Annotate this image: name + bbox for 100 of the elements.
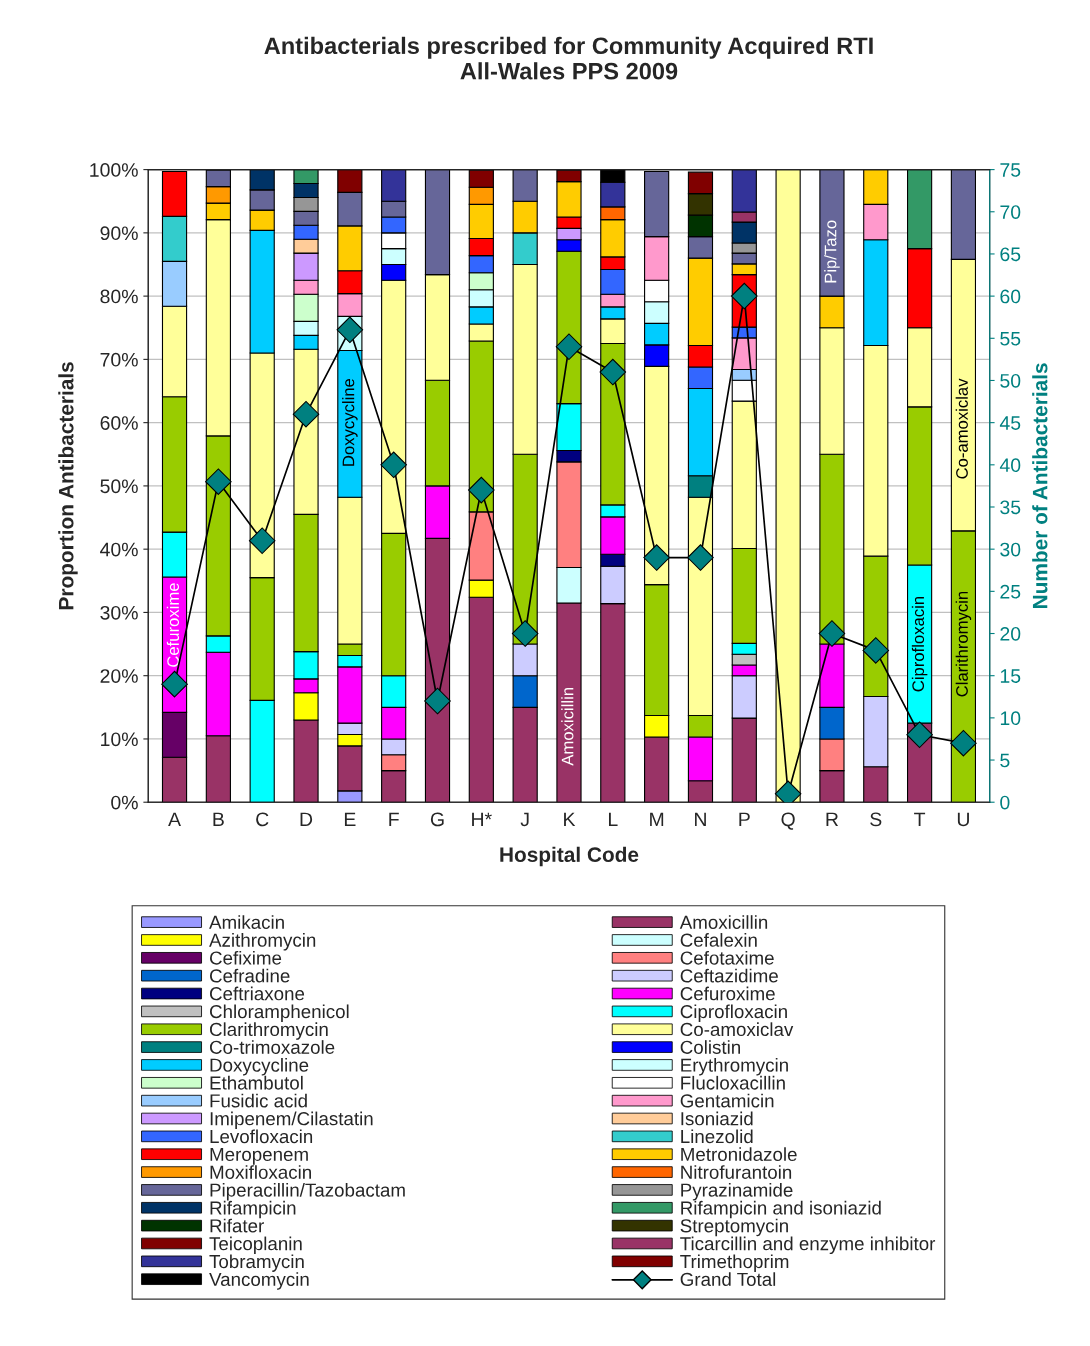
- legend-label: Gentamicin: [680, 1093, 774, 1108]
- y-tick-label: 100%: [90, 163, 138, 177]
- x-tick-label: M: [650, 812, 664, 827]
- legend-label: Rifampicin and isoniazid: [681, 1200, 881, 1219]
- x-tick-label: S: [870, 812, 882, 827]
- legend-label: Ciprofloxacin: [680, 1004, 787, 1022]
- point: [599, 358, 627, 386]
- y2-tick-label: 40: [999, 458, 1021, 473]
- x-tick-label: C: [256, 812, 269, 827]
- y2-tick-label: 35: [1000, 500, 1021, 515]
- legend-label: Doxycycline: [210, 1058, 309, 1076]
- legend-label: Chloramphenicol: [209, 1004, 349, 1022]
- y2-tick-label: 50: [1000, 373, 1021, 388]
- legend-label: Amikacin: [209, 915, 284, 929]
- legend-label: Linezolid: [681, 1129, 753, 1144]
- point: [950, 729, 977, 757]
- y2-tick-label: 0: [1000, 795, 1010, 810]
- legend-label: Azithromycin: [209, 933, 316, 951]
- x-tick-label: L: [609, 812, 618, 827]
- annotation: Clarithromycin: [955, 591, 972, 697]
- legend-label: Ceftazidime: [680, 968, 778, 983]
- legend-label: Erythromycin: [681, 1058, 788, 1076]
- y2-tick-label: 15: [1000, 669, 1021, 683]
- x-tick-label: R: [826, 812, 839, 827]
- y-tick-label: 80%: [100, 289, 138, 304]
- x-tick-label: A: [168, 812, 181, 827]
- y2-tick-label: 65: [1000, 247, 1021, 262]
- point: [862, 637, 890, 664]
- chart-title: Antibacterials prescribed for Community Acquired RTI All-Wales PPS 2009: [264, 36, 873, 80]
- x-tick-label: K: [564, 812, 576, 827]
- legend-label: Amoxicillin: [679, 915, 768, 929]
- legend-label: Grand Total: [680, 1272, 776, 1287]
- y2-tick-label: 5: [1000, 753, 1010, 768]
- y-tick-label: 10%: [101, 732, 138, 747]
- point: [555, 333, 583, 361]
- y-tick-label: 0%: [111, 795, 138, 810]
- point: [380, 451, 407, 479]
- y2-tick-label: 45: [999, 416, 1021, 430]
- legend-label: Imipenem/Cilastatin: [210, 1111, 373, 1130]
- legend-label: Ticarcillin and enzyme inhibitor: [680, 1236, 936, 1255]
- legend-label: Vancomycin: [209, 1272, 309, 1290]
- x-tick-label: J: [520, 812, 529, 827]
- legend-label: Cefalexin: [680, 933, 757, 947]
- legend-label: Co-amoxiclav: [680, 1022, 794, 1037]
- legend-label: Fusidic acid: [210, 1093, 307, 1108]
- x-tick-label: Q: [781, 812, 795, 830]
- legend-label: Pyrazinamide: [681, 1182, 793, 1201]
- point: [292, 400, 320, 428]
- y-axis-title: Proportion Antibacterials: [58, 362, 78, 610]
- y2-tick-label: 25: [1000, 584, 1021, 599]
- legend-label: Metronidazole: [681, 1147, 797, 1162]
- legend-label: Cefotaxime: [680, 950, 774, 965]
- y2-tick-label: 70: [1000, 205, 1021, 220]
- y2-tick-label: 30: [1000, 542, 1021, 557]
- legend-label: Cefixime: [209, 950, 282, 965]
- legend-label: Moxifloxacin: [210, 1165, 311, 1179]
- y2-tick-label: 60: [1000, 289, 1021, 304]
- legend-label: Streptomycin: [680, 1218, 788, 1237]
- y-tick-label: 20%: [100, 669, 138, 683]
- y2-tick-label: 55: [1000, 331, 1021, 346]
- x-tick-label: E: [344, 812, 356, 827]
- y2-tick-label: 75: [1000, 163, 1021, 177]
- y-tick-label: 50%: [100, 479, 138, 494]
- y2-tick-label: 10: [1000, 711, 1021, 726]
- point: [731, 282, 758, 310]
- x-tick-label: F: [389, 812, 399, 827]
- annotation: Pip/Tazo: [824, 220, 840, 283]
- y2-axis-title: Number of Antibacterials: [1032, 363, 1048, 608]
- x-tick-label: P: [739, 812, 750, 827]
- y-tick-label: 90%: [100, 226, 138, 241]
- annotation: Ciprofloxacin: [911, 596, 928, 692]
- legend-label: Isoniazid: [681, 1111, 753, 1126]
- legend-label: Cefradine: [209, 968, 290, 983]
- legend-label: Flucloxacillin: [681, 1075, 785, 1090]
- legend-label: Nitrofurantoin: [681, 1165, 792, 1179]
- legend-label: Trimethoprim: [680, 1254, 789, 1272]
- annotation: Cefuroxime: [166, 583, 180, 667]
- point: [248, 527, 276, 555]
- legend-label: Ethambutol: [210, 1075, 303, 1090]
- legend-label: Meropenem: [210, 1147, 308, 1165]
- legend-label: Cefuroxime: [680, 986, 775, 1001]
- annotation: Doxycycline: [342, 378, 358, 466]
- x-tick-label: U: [957, 812, 969, 827]
- legend-label: Colistin: [680, 1040, 740, 1054]
- point: [643, 544, 670, 571]
- point: [818, 620, 846, 647]
- point: [161, 670, 188, 698]
- legend-label: Rifater: [210, 1218, 264, 1233]
- annotation: Amoxicillin: [561, 688, 574, 766]
- x-tick-label: N: [695, 812, 706, 827]
- x-tick-label: H*: [472, 812, 492, 827]
- legend-label: Piperacillin/Tazobactam: [210, 1182, 405, 1201]
- point: [336, 316, 364, 344]
- x-axis-title: Hospital Code: [500, 846, 639, 867]
- legend-label: Teicoplanin: [209, 1236, 302, 1255]
- point: [468, 476, 495, 504]
- point: [906, 721, 933, 749]
- legend-label: Tobramycin: [209, 1254, 304, 1272]
- annotation: Co-amoxiclav: [955, 378, 968, 479]
- y-tick-label: 70%: [100, 352, 138, 367]
